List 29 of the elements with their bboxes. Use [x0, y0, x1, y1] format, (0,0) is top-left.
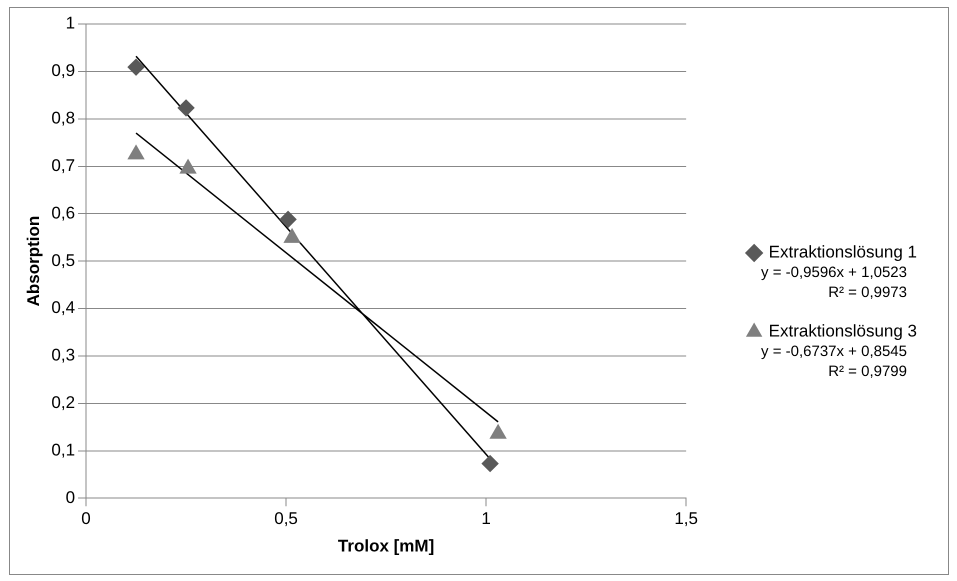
point [178, 99, 195, 116]
legend-label: Extraktionslösung 3 [768, 322, 918, 341]
y-tick-label: 0 [66, 488, 76, 507]
y-tick-label: 0,2 [51, 393, 76, 412]
point [490, 424, 506, 439]
x-axis-title: Trolox [mM] [338, 536, 434, 556]
point [180, 159, 196, 174]
point [128, 58, 145, 76]
x-tick-label: 0,5 [274, 509, 298, 528]
y-tick-label: 1 [66, 14, 76, 33]
y-tick-label: 0,1 [51, 440, 76, 460]
point [284, 228, 300, 243]
y-tick-label: 0,7 [51, 156, 76, 175]
y-tick-label: 0,8 [51, 108, 76, 128]
y-tick-label: 0,5 [51, 250, 76, 270]
legend-label: Extraktionslösung 1 [768, 242, 918, 262]
x-tick-label: 0 [81, 509, 91, 528]
y-tick-label: 0,9 [51, 61, 76, 80]
text: y = -0,6737x + 0,8545 [761, 343, 907, 360]
y-tick-label: 0,3 [51, 346, 76, 365]
y-tick-label: 0,6 [51, 203, 76, 222]
x-tick-label: 1,5 [674, 509, 698, 528]
text: y = -0,9596x + 1,0523 [761, 264, 907, 282]
y-tick-label: 0,4 [51, 298, 76, 318]
x-tick-label: 1 [481, 509, 491, 528]
y-axis-title: Absorption [24, 216, 43, 306]
text: R² = 0,9799 [828, 363, 907, 380]
point [280, 210, 297, 228]
text: R² = 0,9973 [828, 284, 907, 302]
